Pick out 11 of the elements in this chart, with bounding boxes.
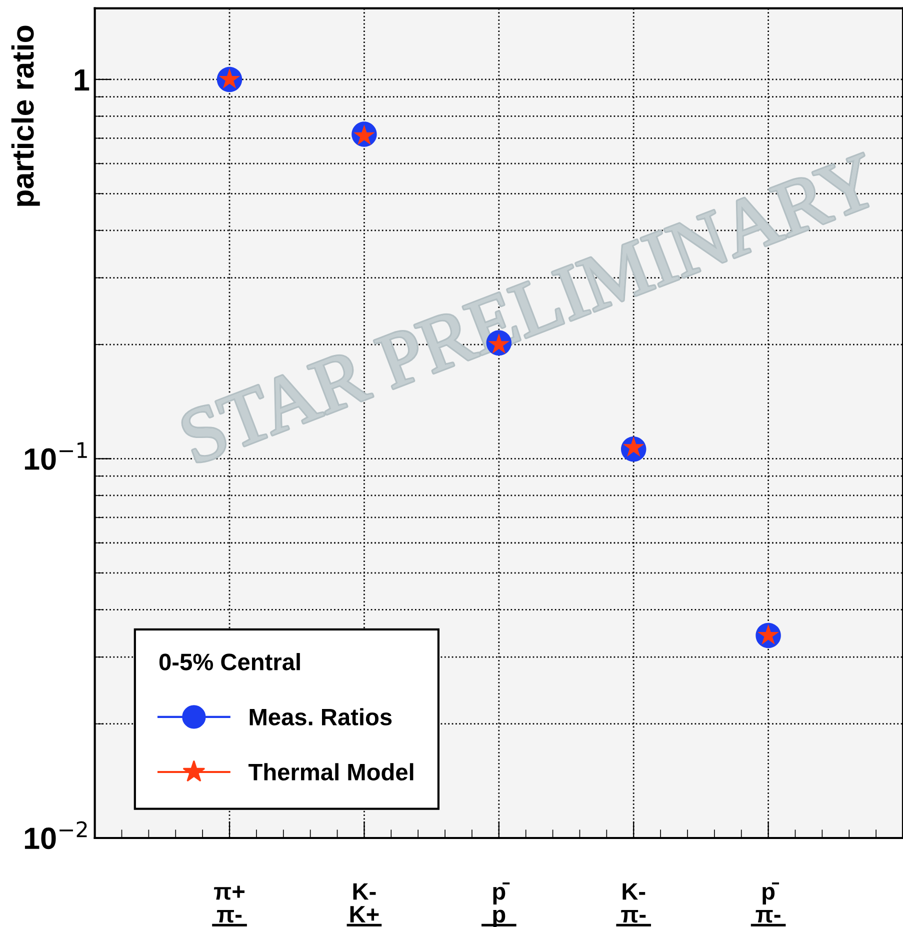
legend-label: Meas. Ratios — [250, 708, 392, 726]
legend-label: Thermal Model — [248, 763, 414, 780]
y-tick-label: 10$^{−2}$ — [24, 821, 87, 850]
x-tick-label: π+ π- — [214, 886, 244, 923]
x-tick-label: p̄ π- — [756, 882, 780, 923]
x-tick-label: K- K+ — [350, 883, 379, 922]
y-tick-label: 10$^{−1}$ — [24, 442, 87, 470]
legend-title: 0-5% Central — [159, 653, 300, 670]
y-axis-title: particle ratio — [11, 26, 40, 206]
x-tick-label: K- π- — [621, 883, 646, 923]
y-tick-label: 1 — [74, 70, 90, 91]
